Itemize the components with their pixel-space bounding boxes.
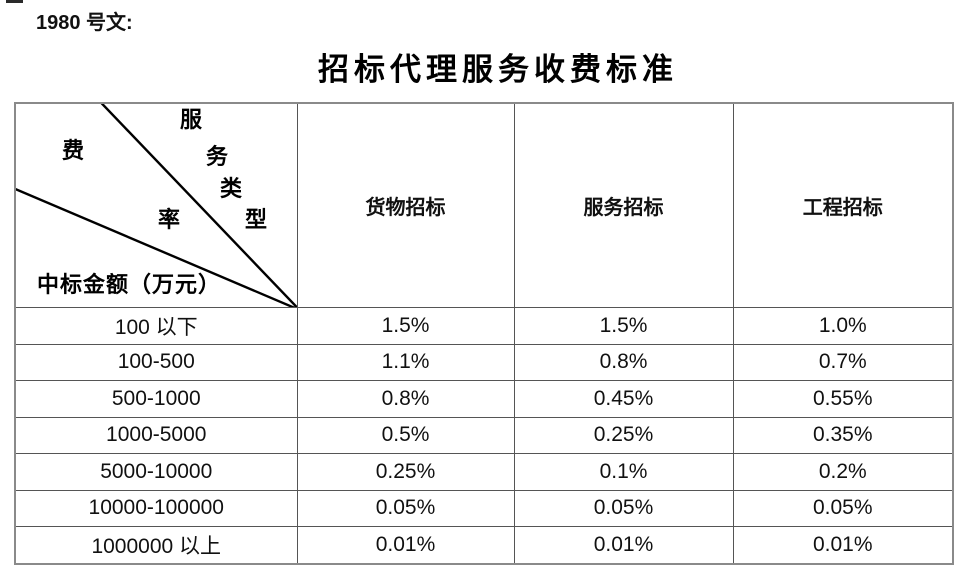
rate-cell: 0.8% — [296, 380, 515, 418]
rate-cell: 0.2% — [732, 453, 954, 491]
rate-cell: 0.05% — [296, 489, 515, 527]
rate-cell: 0.25% — [513, 416, 734, 454]
rate-cell: 0.01% — [513, 526, 734, 564]
page-title: 招标代理服务收费标准 — [318, 52, 678, 87]
table-row: 1000-5000 0.5% 0.25% 0.35% — [14, 416, 954, 454]
corner-service-type-char-4: 型 — [245, 207, 268, 232]
rate-cell: 1.0% — [732, 307, 954, 345]
table-row: 500-1000 0.8% 0.45% 0.55% — [14, 380, 954, 418]
table-row: 10000-100000 0.05% 0.05% 0.05% — [14, 489, 954, 527]
rate-cell: 0.5% — [296, 416, 515, 454]
rate-cell: 0.1% — [513, 453, 734, 491]
rate-cell: 1.1% — [296, 343, 515, 381]
page-corner-artifact — [6, 0, 23, 3]
diagonal-header-cell: 服 务 类 型 费 率 中标金额（万元） — [14, 102, 298, 308]
corner-amount-axis-label: 中标金额（万元） — [37, 272, 222, 297]
rate-cell: 0.35% — [732, 416, 954, 454]
amount-range-cell: 100-500 — [14, 343, 298, 381]
table-row: 100-500 1.1% 0.8% 0.7% — [14, 343, 954, 381]
corner-service-type-char-2: 务 — [206, 144, 229, 169]
table-row: 1000000 以上 0.01% 0.01% 0.01% — [14, 526, 954, 564]
rate-cell: 0.55% — [732, 380, 954, 418]
corner-fee-rate-char-1: 费 — [62, 138, 85, 163]
amount-range-cell: 10000-100000 — [14, 489, 298, 527]
table-row: 100 以下 1.5% 1.5% 1.0% — [14, 307, 954, 345]
rate-cell: 0.01% — [296, 526, 515, 564]
rate-cell: 0.05% — [732, 489, 954, 527]
table-header-row: 服 务 类 型 费 率 中标金额（万元） 货物招标 服务招标 工程招标 — [14, 102, 954, 308]
amount-range-cell: 100 以下 — [14, 307, 298, 345]
amount-range-cell: 500-1000 — [14, 380, 298, 418]
rate-cell: 0.8% — [513, 343, 734, 381]
corner-fee-rate-char-2: 率 — [158, 207, 181, 232]
rate-cell: 1.5% — [513, 307, 734, 345]
document-number: 1980 号文: — [36, 12, 133, 34]
rate-cell: 1.5% — [296, 307, 515, 345]
rate-cell: 0.7% — [732, 343, 954, 381]
table-row: 5000-10000 0.25% 0.1% 0.2% — [14, 453, 954, 491]
amount-range-cell: 1000-5000 — [14, 416, 298, 454]
rate-cell: 0.45% — [513, 380, 734, 418]
column-header-service-bidding: 服务招标 — [513, 102, 734, 308]
diagonal-divider-lines — [16, 104, 297, 307]
amount-range-cell: 5000-10000 — [14, 453, 298, 491]
corner-service-type-char-1: 服 — [180, 107, 203, 132]
amount-range-cell: 1000000 以上 — [14, 526, 298, 564]
column-header-engineering-bidding: 工程招标 — [732, 102, 954, 308]
rate-cell: 0.01% — [732, 526, 954, 564]
fee-standard-table: 服 务 类 型 费 率 中标金额（万元） 货物招标 服务招标 工程招标 100 … — [14, 102, 954, 565]
rate-cell: 0.05% — [513, 489, 734, 527]
diagonal-header-content: 服 务 类 型 费 率 中标金额（万元） — [16, 104, 297, 307]
column-header-goods-bidding: 货物招标 — [296, 102, 515, 308]
rate-cell: 0.25% — [296, 453, 515, 491]
corner-service-type-char-3: 类 — [220, 176, 243, 201]
